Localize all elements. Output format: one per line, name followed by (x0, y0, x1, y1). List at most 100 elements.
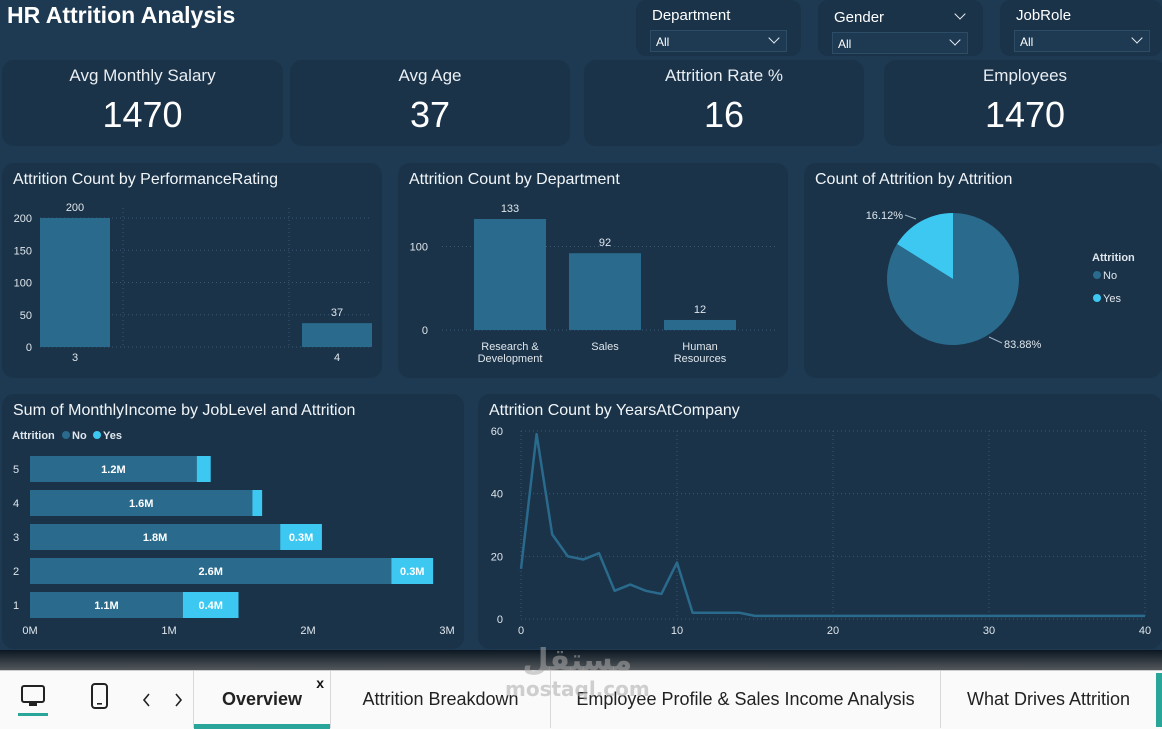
bar-no (30, 592, 183, 618)
kpi-avg-monthly-salary: Avg Monthly Salary 1470 (2, 60, 283, 146)
tab-overview[interactable]: Overview x (193, 671, 331, 729)
x-tick-label: 0 (518, 625, 524, 637)
data-label: 1.2M (101, 464, 125, 476)
jobrole-dropdown-value: All (1020, 35, 1034, 49)
chart-title: Sum of MonthlyIncome by JobLevel and Att… (13, 402, 356, 419)
data-label: 133 (501, 203, 519, 215)
next-icon[interactable] (172, 692, 184, 708)
attrition-pie-chart: 83.88% 16.12% Attrition No Yes (866, 210, 1135, 351)
x-tick-label: 3 (72, 352, 78, 364)
legend-label: No (72, 430, 87, 442)
department-slicer-label: Department (652, 7, 731, 24)
data-label: 0.3M (400, 566, 424, 578)
legend-marker (1093, 271, 1101, 279)
kpi-attrition-rate: Attrition Rate % 16 (584, 60, 864, 146)
tab-attrition-breakdown[interactable]: Attrition Breakdown (331, 671, 551, 728)
y-tick-label: 4 (13, 498, 19, 510)
y-tick-label: 60 (491, 426, 503, 438)
y-tick-label: 3 (13, 532, 19, 544)
bar-yes (252, 490, 263, 516)
x-tick-label: 4 (334, 352, 340, 364)
jobrole-dropdown[interactable]: All (1014, 30, 1150, 52)
kpi-value: 16 (703, 94, 745, 135)
data-label: 0.4M (198, 600, 222, 612)
department-dropdown-value: All (656, 35, 670, 49)
kpi-label: Attrition Rate % (664, 66, 784, 85)
y-tick-label: 150 (14, 245, 32, 257)
data-label: 12 (694, 304, 706, 316)
x-tick-label: Development (478, 353, 543, 365)
monthly-income-bar-chart: Attrition No Yes 5 1.2M 4 1.6M 3 1.8M 0.3M 2 2.6M 0.… (12, 430, 455, 637)
close-icon[interactable]: x (316, 675, 324, 691)
x-tick-label: 0M (22, 625, 37, 637)
gender-slicer: Gender All (818, 0, 983, 56)
x-tick-label: 20 (827, 625, 839, 637)
data-label: 1.6M (129, 498, 153, 510)
y-tick-label: 100 (14, 278, 32, 290)
bar (302, 323, 372, 347)
data-label: 16.12% (866, 210, 904, 222)
bar-yes (391, 558, 434, 584)
chevron-down-icon (1131, 32, 1143, 44)
scroll-indicator[interactable] (1156, 673, 1162, 727)
data-label: 200 (66, 202, 84, 214)
kpi-label: Employees (982, 66, 1068, 85)
kpi-value: 1470 (102, 94, 183, 135)
y-tick-label: 100 (410, 242, 428, 254)
data-label: 2.6M (198, 566, 222, 578)
tab-what-drives-attrition[interactable]: What Drives Attrition (941, 671, 1156, 728)
legend-label: Yes (103, 430, 122, 442)
desktop-icon[interactable] (15, 683, 51, 719)
prev-icon[interactable] (141, 692, 153, 708)
jobrole-slicer: JobRole All (1000, 0, 1162, 56)
chart-years-at-company: Attrition Count by YearsAtCompany 0 20 40 6… (478, 394, 1162, 649)
years-at-company-line-chart: 0 20 40 60 0 10 20 30 40 (491, 426, 1151, 637)
kpi-label: Avg Age (398, 66, 462, 85)
tab-attrition-breakdown-label: Attrition Breakdown (362, 689, 519, 709)
legend-label: No (1103, 270, 1117, 282)
y-tick-label: 0 (497, 614, 503, 626)
performance-rating-bar-chart: 0 50 100 150 200 200 3 37 4 (14, 202, 372, 364)
series-line (519, 432, 1145, 618)
y-tick-label: 200 (14, 213, 32, 225)
y-tick-label: 1 (13, 600, 19, 612)
y-tick-label: 40 (491, 489, 503, 501)
y-tick-label: 5 (13, 464, 19, 476)
bar (664, 319, 736, 330)
legend-label: Yes (1103, 293, 1121, 305)
data-label: 37 (331, 307, 343, 319)
tab-employee-profile[interactable]: Employee Profile & Sales Income Analysis (551, 671, 941, 728)
x-tick-label: 2M (300, 625, 315, 637)
tab-overview-label: Overview (221, 689, 303, 709)
chart-department: Attrition Count by Department 0 100 133 Res… (398, 163, 788, 378)
data-label: 92 (599, 237, 611, 249)
mobile-icon[interactable] (90, 683, 110, 711)
tab-what-drives-attrition-label: What Drives Attrition (966, 689, 1131, 709)
bar (40, 218, 110, 347)
y-tick-label: 20 (491, 551, 503, 563)
chevron-down-icon[interactable] (954, 8, 966, 20)
chart-performance-rating: Attrition Count by PerformanceRating 0 50… (2, 163, 382, 378)
data-label: 1.8M (143, 532, 167, 544)
department-dropdown[interactable]: All (650, 30, 787, 52)
leader-line (904, 214, 917, 220)
legend-marker (93, 431, 101, 439)
chart-title: Count of Attrition by Attrition (815, 171, 1013, 188)
leader-line (988, 336, 1003, 344)
x-tick-label: Resources (674, 353, 727, 365)
x-tick-label: 1M (161, 625, 176, 637)
legend-marker (62, 431, 70, 439)
data-label: 0.3M (289, 532, 313, 544)
y-tick-label: 50 (20, 310, 32, 322)
chevron-down-icon (768, 32, 780, 44)
kpi-value: 37 (409, 94, 451, 135)
legend-title: Attrition (1092, 252, 1135, 264)
data-label: 1.1M (94, 600, 118, 612)
chart-title: Attrition Count by YearsAtCompany (489, 402, 740, 419)
gender-dropdown[interactable]: All (832, 32, 968, 54)
divider (0, 650, 1162, 670)
x-tick-label: 10 (671, 625, 683, 637)
jobrole-slicer-label: JobRole (1016, 7, 1072, 24)
department-slicer: Department All (636, 0, 801, 56)
gender-dropdown-value: All (838, 37, 852, 51)
